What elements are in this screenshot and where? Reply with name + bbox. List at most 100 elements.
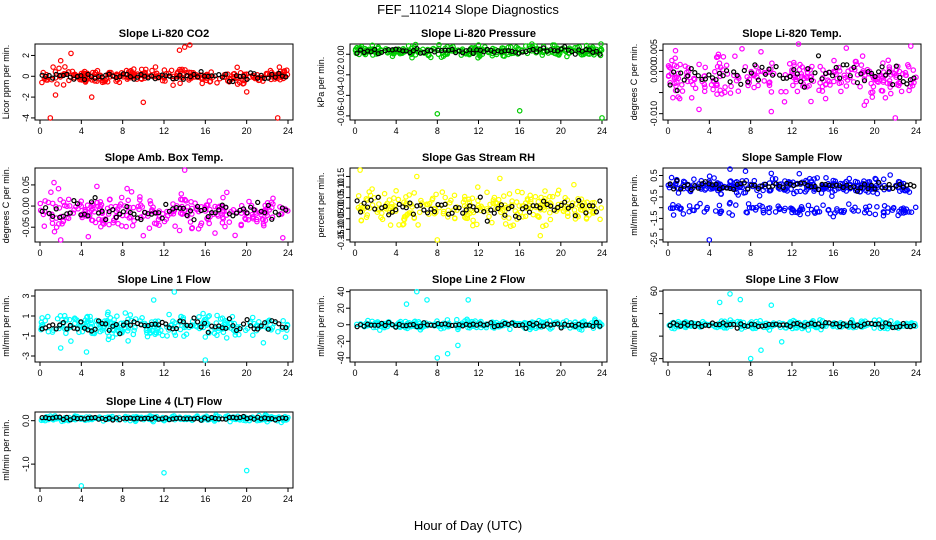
data-point [846, 175, 853, 182]
hourly-point [745, 186, 751, 192]
data-point [84, 313, 91, 320]
hourly-point [276, 321, 282, 327]
hourly-point [868, 182, 875, 188]
hourly-point [354, 50, 360, 56]
data-point [149, 67, 155, 74]
hourly-point [258, 72, 264, 78]
hourly-point [85, 71, 91, 77]
data-point [495, 196, 502, 203]
data-point [793, 188, 800, 195]
data-point [830, 78, 837, 85]
y-tick-label: -60 [649, 352, 659, 365]
outlier-point [181, 44, 188, 50]
data-point [872, 175, 879, 182]
hourly-point [548, 203, 554, 209]
data-point [692, 85, 699, 92]
data-point [487, 201, 493, 208]
data-point [391, 195, 397, 201]
data-point [716, 60, 723, 67]
x-tick-label: 24 [283, 368, 293, 378]
data-point [790, 317, 797, 324]
data-point [195, 226, 202, 232]
data-point [706, 173, 713, 180]
outlier-point [475, 42, 482, 48]
panel-3: Slope Li-820 Temp. 0 4 8 12 16 20 24 -0.010 0.000… [629, 28, 922, 136]
data-point [887, 172, 894, 178]
x-tick-label: 12 [159, 368, 169, 378]
hourly-point [526, 209, 533, 215]
y-tick-label: 0.0 [21, 414, 31, 427]
hourly-point [57, 414, 63, 420]
panel-title: Slope Li-820 Pressure [421, 28, 536, 40]
data-point [907, 83, 913, 90]
data-point [675, 94, 682, 100]
data-point [144, 330, 150, 336]
hourly-point [847, 320, 853, 326]
data-point [822, 95, 829, 102]
outlier-point [176, 47, 183, 54]
hourly-point [386, 212, 392, 218]
data-point [132, 324, 138, 331]
data-point [510, 222, 517, 229]
data-point [799, 64, 806, 70]
data-point [818, 190, 825, 196]
data-point [376, 201, 382, 207]
hourly-point [569, 202, 575, 209]
hourly-point [74, 201, 81, 207]
data-point [172, 223, 178, 230]
hourly-point [212, 210, 218, 216]
data-point [875, 79, 882, 85]
hourly-point [692, 183, 698, 189]
data-point [411, 190, 418, 196]
data-point [547, 216, 554, 223]
data-point [792, 209, 799, 216]
hourly-point [586, 47, 593, 53]
hourly-point [403, 205, 409, 211]
data-point [843, 83, 850, 89]
data-point [853, 61, 860, 68]
hourly-point [720, 73, 726, 79]
data-point [858, 320, 865, 326]
hourly-point [46, 210, 52, 216]
outlier-point [455, 342, 461, 349]
hourly-point [159, 215, 165, 221]
hourly-point [590, 203, 596, 209]
hourly-point [230, 78, 236, 85]
hourly-point [177, 72, 183, 78]
data-point [527, 196, 534, 203]
outlier-point [243, 89, 250, 95]
x-tick-label: 12 [473, 368, 483, 378]
data-point [118, 194, 125, 201]
hourly-point [216, 71, 222, 78]
outlier-point [861, 102, 868, 109]
data-point [569, 200, 576, 206]
data-point [889, 207, 896, 213]
x-tick-label: 12 [787, 368, 797, 378]
hourly-point [752, 182, 758, 188]
data-point [881, 203, 888, 209]
hourly-point [269, 216, 275, 222]
x-tick-label: 12 [473, 248, 483, 258]
hourly-point [879, 324, 885, 330]
data-points [665, 166, 919, 243]
data-point [868, 80, 875, 87]
hourly-point [187, 208, 194, 214]
data-point [219, 220, 226, 226]
panel-title: Slope Li-820 Temp. [742, 28, 841, 40]
hourly-point [272, 74, 278, 80]
x-tick-label: 24 [597, 126, 607, 136]
data-point [541, 207, 548, 213]
data-point [178, 196, 184, 203]
data-point [162, 78, 168, 84]
hourly-point [230, 323, 236, 329]
hourly-point [776, 72, 783, 78]
data-point [830, 213, 837, 220]
x-tick-label: 8 [748, 368, 753, 378]
data-point [862, 204, 869, 211]
y-tick-label: -0.010 [649, 101, 659, 127]
x-tick-label: 16 [200, 248, 210, 258]
data-point [51, 228, 58, 235]
hourly-point [851, 64, 857, 71]
hourly-point [71, 76, 77, 82]
